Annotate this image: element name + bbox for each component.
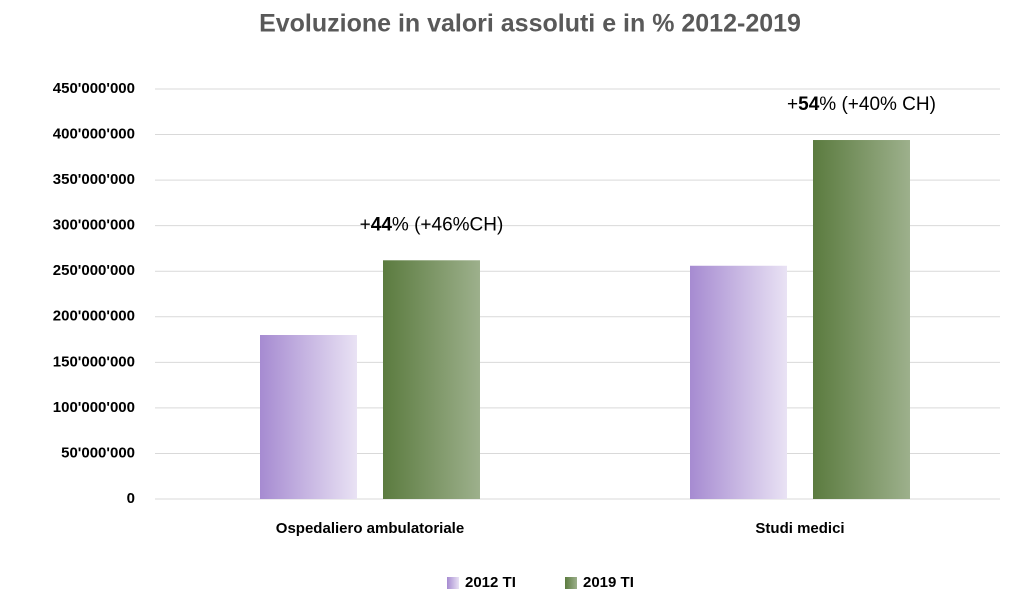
x-tick-label: Studi medici (755, 520, 844, 537)
y-tick-label: 0 (127, 490, 135, 507)
y-tick-label: 100'000'000 (53, 399, 135, 416)
y-tick-label: 200'000'000 (53, 308, 135, 325)
y-tick-label: 250'000'000 (53, 262, 135, 279)
y-tick-label: 400'000'000 (53, 126, 135, 143)
legend-swatch (447, 577, 459, 589)
bar (383, 260, 480, 499)
annotation: +44% (+46%CH) (360, 214, 504, 235)
y-tick-label: 50'000'000 (61, 444, 135, 461)
x-tick-label: Ospedaliero ambulatoriale (276, 520, 464, 537)
y-tick-label: 150'000'000 (53, 353, 135, 370)
annotation-part: 54 (798, 94, 820, 115)
legend-label: 2019 TI (583, 574, 634, 591)
y-tick-label: 300'000'000 (53, 217, 135, 234)
y-tick-label: 450'000'000 (53, 80, 135, 97)
chart-title: Evoluzione in valori assoluti e in % 201… (259, 10, 801, 38)
bar (260, 335, 357, 499)
y-tick-label: 350'000'000 (53, 171, 135, 188)
annotation-part: + (360, 214, 371, 235)
bar (813, 140, 910, 499)
annotation-part: + (787, 94, 798, 115)
annotation: +54% (+40% CH) (787, 94, 936, 115)
annotation-part: % (+40% CH) (819, 94, 936, 115)
annotation-part: 44 (371, 214, 393, 235)
legend-label: 2012 TI (465, 574, 516, 591)
bar (690, 265, 787, 499)
legend-swatch (565, 577, 577, 589)
annotation-part: % (+46%CH) (392, 214, 503, 235)
